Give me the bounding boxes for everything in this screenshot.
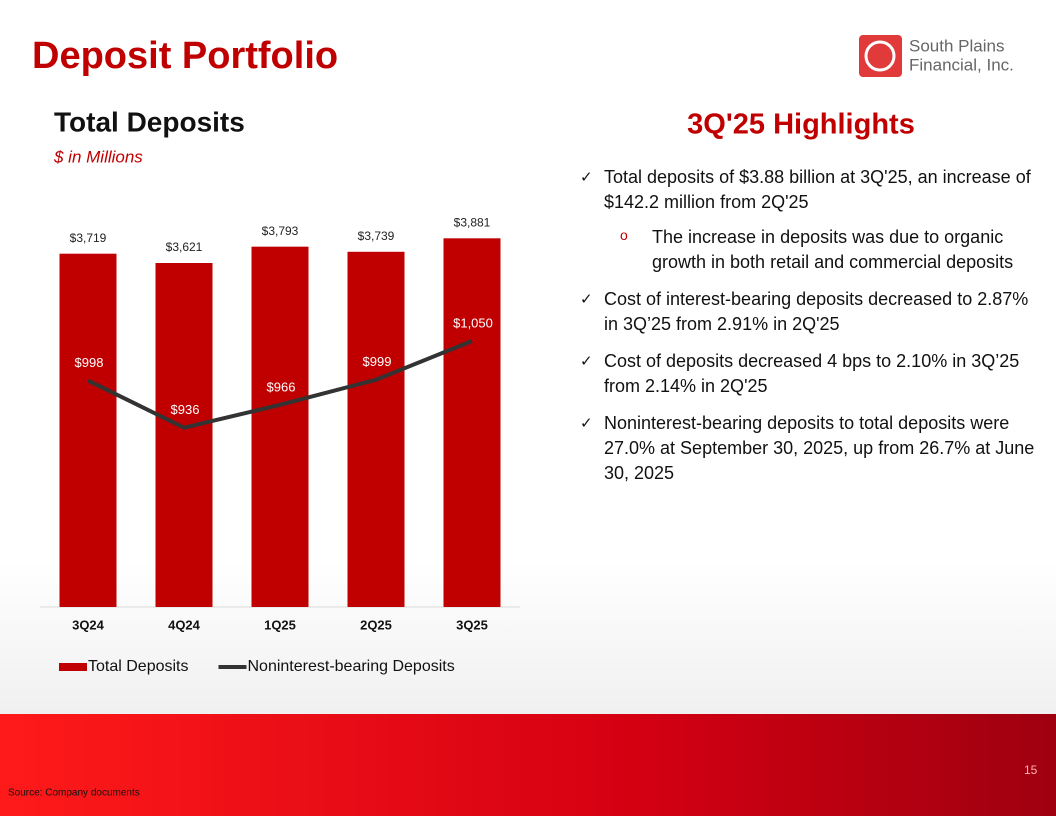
bar [59,253,117,607]
logo-text: South Plains [909,36,1004,55]
line-value-label: $999 [363,354,392,369]
bar-value-label: $3,719 [70,231,107,245]
highlight-group: Noninterest-bearing deposits to total de… [578,411,1038,486]
highlight-group: Total deposits of $3.88 billion at 3Q'25… [578,165,1038,275]
line-value-label: $1,050 [453,315,493,330]
bar [251,246,309,608]
highlights-title: 3Q'25 Highlights [687,109,915,141]
chart-subtitle: $ in Millions [53,147,143,166]
logo-text: Financial, Inc. [909,55,1014,74]
bar-value-label: $3,739 [358,229,395,243]
bar [155,263,213,607]
line-value-label: $936 [171,402,200,417]
bar-value-label: $3,621 [166,240,203,254]
x-tick-label: 2Q25 [360,617,392,632]
highlight-bullet: Total deposits of $3.88 billion at 3Q'25… [578,165,1038,275]
x-tick-label: 4Q24 [168,617,201,632]
line-value-label: $998 [75,355,104,370]
highlight-bullet: Cost of deposits decreased 4 bps to 2.10… [578,349,1038,399]
line-value-label: $966 [267,379,296,394]
highlight-sub-bullet: The increase in deposits was due to orga… [604,223,1038,275]
highlights-list: Total deposits of $3.88 billion at 3Q'25… [578,165,1038,498]
legend-swatch [59,663,87,671]
bar [443,238,501,607]
highlight-bullet: Cost of interest-bearing deposits decrea… [578,287,1038,337]
chart-title: Total Deposits [54,106,245,137]
bar-value-label: $3,881 [454,215,491,229]
footer-band [0,714,1056,816]
legend-label: Noninterest-bearing Deposits [248,658,455,675]
bar-value-label: $3,793 [262,224,299,238]
highlight-bullet: Noninterest-bearing deposits to total de… [578,411,1038,486]
page-number: 15 [1024,763,1038,777]
highlight-group: Cost of deposits decreased 4 bps to 2.10… [578,349,1038,399]
x-tick-label: 3Q25 [456,617,488,632]
x-tick-label: 1Q25 [264,617,296,632]
bar [347,251,405,608]
slide-title: Deposit Portfolio [32,35,338,77]
x-tick-label: 3Q24 [72,617,105,632]
source-note: Source: Company documents [8,788,140,799]
logo-mark [864,40,896,72]
highlight-group: Cost of interest-bearing deposits decrea… [578,287,1038,337]
line-series [87,339,473,430]
legend-label: Total Deposits [88,658,189,675]
